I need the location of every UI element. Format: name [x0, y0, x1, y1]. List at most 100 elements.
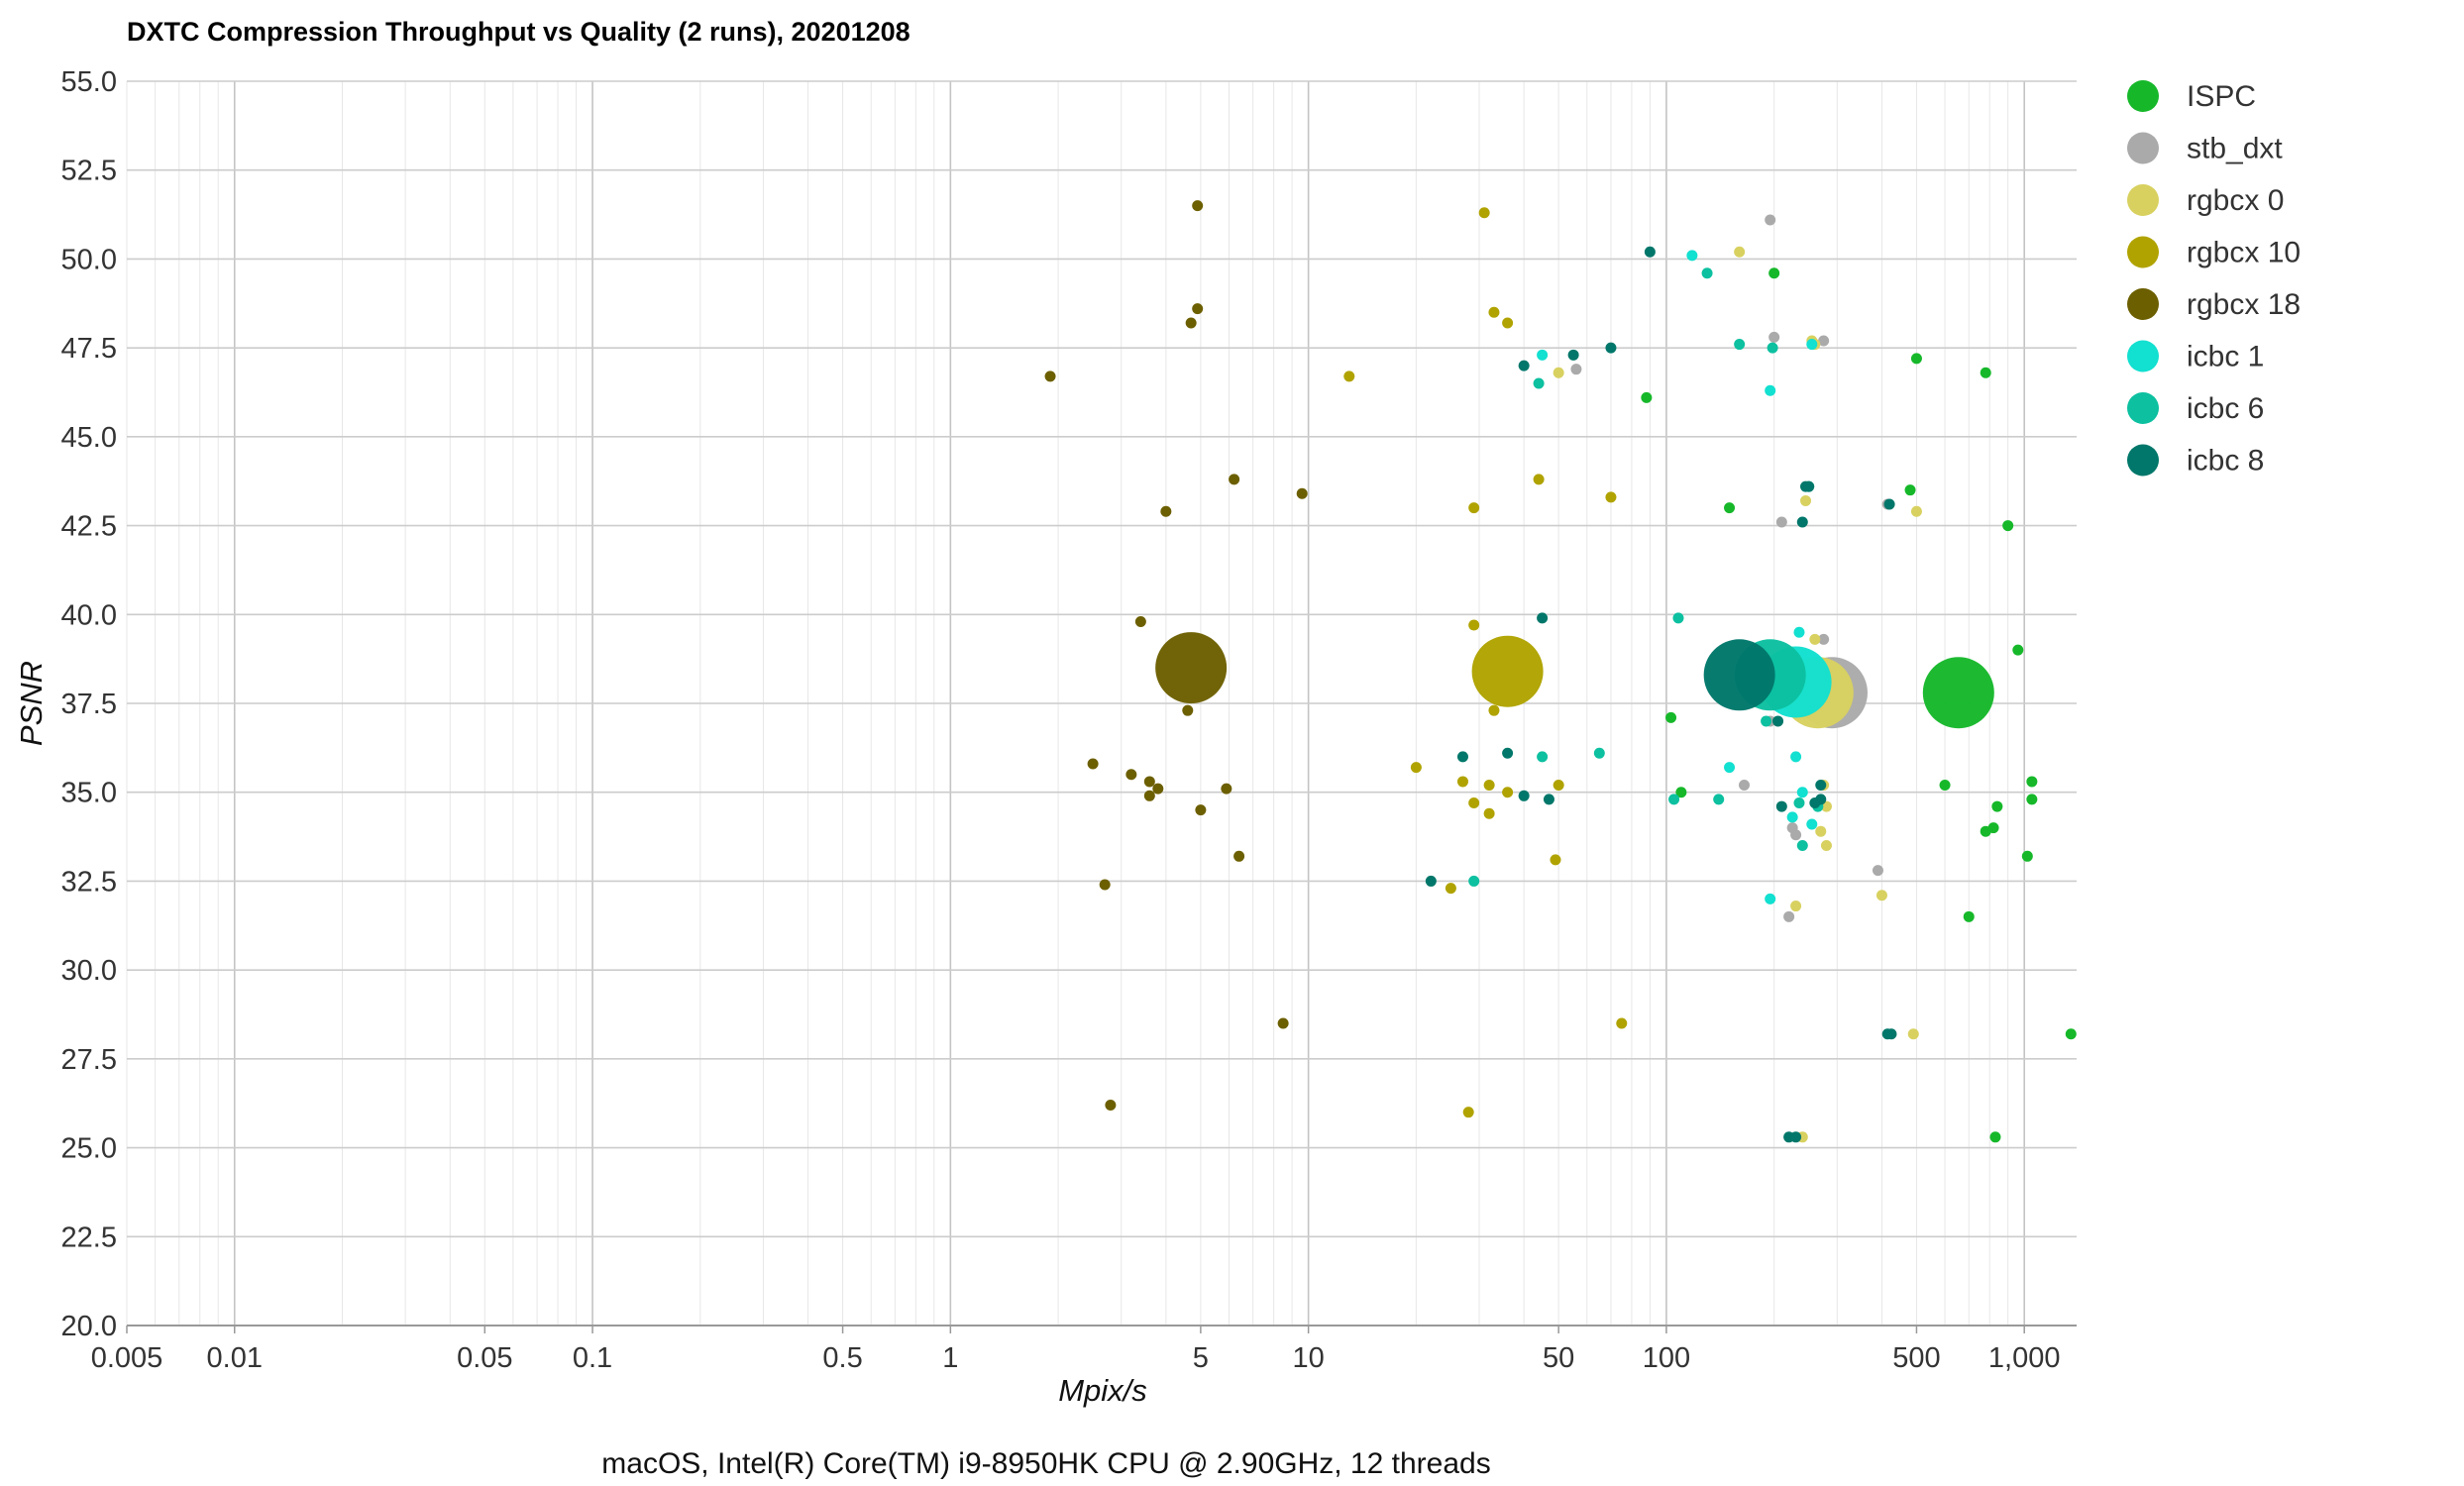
legend-entry: icbc 8	[2187, 445, 2264, 478]
data-point	[1488, 704, 1500, 716]
data-point	[1939, 780, 1951, 792]
data-point	[1593, 747, 1605, 759]
data-point	[1767, 342, 1778, 354]
chart-title: DXTC Compression Throughput vs Quality (…	[127, 17, 911, 47]
data-point	[1143, 790, 1155, 801]
summary-point	[1703, 639, 1775, 711]
data-point	[1605, 491, 1617, 503]
data-point	[1724, 762, 1736, 774]
data-point	[2012, 644, 2024, 656]
y-tick-label: 22.5	[61, 1221, 117, 1253]
y-tick-label: 55.0	[61, 66, 117, 98]
data-point	[1796, 840, 1808, 852]
data-point	[1772, 715, 1784, 727]
data-point	[1425, 875, 1437, 887]
data-point	[1783, 910, 1795, 922]
data-point	[1765, 893, 1776, 904]
x-tick-label: 50	[1543, 1342, 1574, 1374]
summary-point	[1155, 632, 1228, 704]
legend-swatch	[2127, 132, 2159, 164]
data-point	[1734, 339, 1746, 351]
data-point	[1775, 516, 1787, 528]
data-point	[1143, 776, 1155, 788]
data-point	[1537, 612, 1549, 624]
data-point	[1806, 339, 1818, 351]
data-point	[1796, 787, 1808, 798]
data-point	[1502, 747, 1514, 759]
legend-entry: icbc 6	[2187, 392, 2264, 425]
data-point	[1790, 751, 1802, 763]
data-point	[1765, 384, 1776, 396]
data-point	[1818, 335, 1830, 347]
data-point	[1790, 829, 1802, 841]
data-point	[1904, 484, 1916, 496]
data-point	[1883, 498, 1895, 510]
data-point	[1343, 371, 1355, 382]
summary-point	[1922, 657, 1994, 729]
data-point	[1815, 825, 1827, 837]
data-point	[1910, 505, 1922, 517]
legend-swatch	[2127, 236, 2159, 268]
data-point	[1980, 367, 1991, 378]
data-point	[1468, 796, 1480, 808]
data-point	[1675, 787, 1687, 798]
data-point	[1553, 780, 1564, 792]
y-tick-label: 40.0	[61, 599, 117, 631]
data-point	[1734, 246, 1746, 258]
data-point	[1483, 807, 1495, 819]
x-tick-label: 5	[1193, 1342, 1209, 1374]
data-point	[1910, 353, 1922, 365]
data-point	[1820, 840, 1832, 852]
data-point	[1195, 804, 1207, 816]
data-point	[1641, 391, 1653, 403]
data-point	[1815, 780, 1827, 792]
y-tick-label: 52.5	[61, 156, 117, 187]
data-point	[1537, 751, 1549, 763]
data-point	[1963, 910, 1975, 922]
x-tick-label: 100	[1643, 1342, 1690, 1374]
data-point	[1468, 619, 1480, 631]
data-point	[1793, 796, 1805, 808]
data-point	[1724, 502, 1736, 514]
data-point	[1518, 360, 1530, 372]
y-tick-label: 42.5	[61, 511, 117, 543]
data-point	[1790, 901, 1802, 912]
data-point	[1567, 349, 1579, 361]
data-point	[1761, 715, 1772, 727]
y-tick-label: 47.5	[61, 333, 117, 365]
y-tick-label: 20.0	[61, 1311, 117, 1342]
x-tick-label: 0.005	[91, 1342, 163, 1374]
x-axis-label: Mpix/s	[1058, 1373, 1147, 1408]
legend-swatch	[2127, 444, 2159, 477]
data-point	[1818, 633, 1830, 645]
data-point	[1233, 850, 1245, 862]
data-point	[1809, 633, 1821, 645]
data-point	[1644, 246, 1656, 258]
data-point	[1989, 1131, 2001, 1143]
data-point	[1468, 875, 1480, 887]
data-point	[1809, 796, 1821, 808]
data-point	[1445, 883, 1456, 895]
data-point	[1796, 516, 1808, 528]
x-tick-label: 0.01	[207, 1342, 263, 1374]
data-point	[1502, 317, 1514, 329]
data-point	[1616, 1017, 1628, 1029]
data-point	[2002, 520, 2014, 532]
y-tick-label: 35.0	[61, 778, 117, 809]
data-point	[1518, 790, 1530, 801]
data-point	[1803, 480, 1815, 492]
data-point	[1701, 267, 1713, 279]
y-axis-label: PSNR	[14, 661, 49, 746]
data-point	[1765, 214, 1776, 226]
legend-swatch	[2127, 288, 2159, 320]
data-point	[2026, 776, 2038, 788]
data-point	[1991, 800, 2003, 812]
data-point	[1686, 250, 1698, 262]
data-point	[1192, 200, 1204, 212]
x-tick-label: 500	[1892, 1342, 1940, 1374]
data-point	[1277, 1017, 1289, 1029]
data-point	[1099, 879, 1111, 891]
data-point	[1672, 612, 1684, 624]
legend-entry: ISPC	[2187, 80, 2256, 113]
